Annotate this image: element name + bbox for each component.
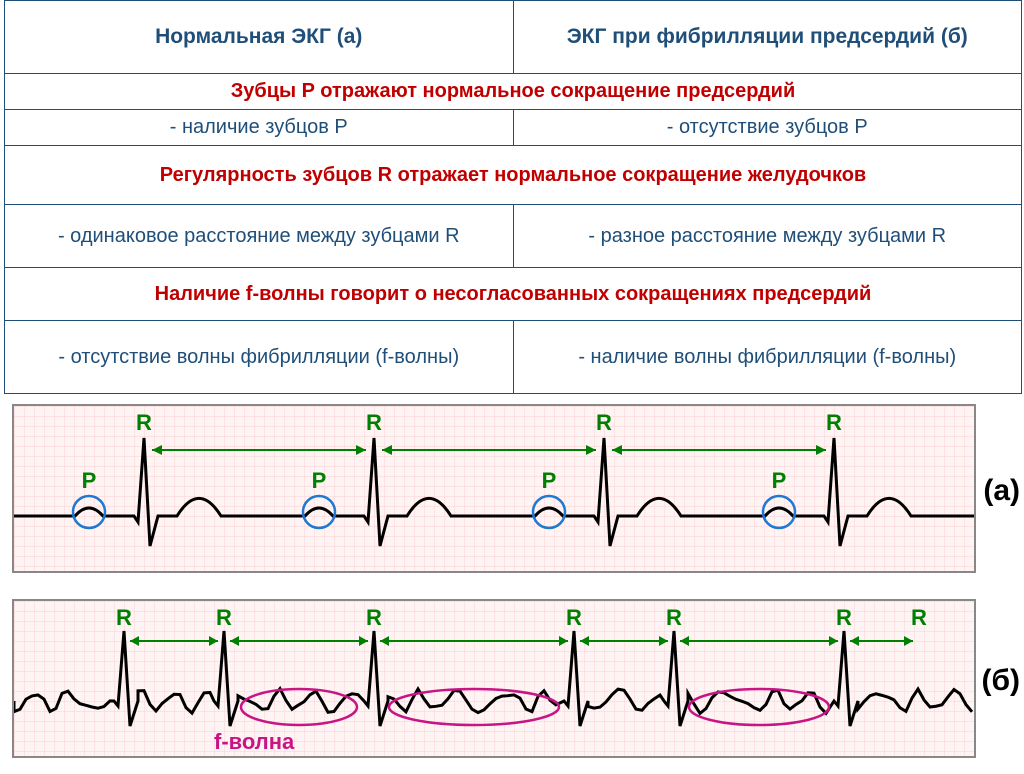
ecg-trace-a: R P R P R P R P xyxy=(14,406,974,571)
svg-text:R: R xyxy=(136,410,152,435)
label-a: (а) xyxy=(983,474,1020,508)
svg-text:R: R xyxy=(116,605,132,630)
svg-text:R: R xyxy=(836,605,852,630)
svg-text:R: R xyxy=(826,410,842,435)
cell-p-absent: - отсутствие зубцов P xyxy=(513,110,1022,146)
cell-r-unequal: - разное расстояние между зубцами R xyxy=(513,205,1022,268)
subheader-f-wave: Наличие f-волны говорит о несогласованны… xyxy=(5,268,1022,321)
svg-text:R: R xyxy=(216,605,232,630)
subheader-r-regularity: Регулярность зубцов R отражает нормально… xyxy=(5,146,1022,205)
ecg-comparison-table: Нормальная ЭКГ (а) ЭКГ при фибрилляции п… xyxy=(4,0,1022,394)
cell-p-present: - наличие зубцов P xyxy=(5,110,514,146)
subheader-p-wave: Зубцы P отражают нормальное сокращение п… xyxy=(5,74,1022,110)
svg-text:R: R xyxy=(366,410,382,435)
label-b: (б) xyxy=(981,664,1020,698)
svg-text:P: P xyxy=(542,468,557,493)
svg-text:R: R xyxy=(911,605,927,630)
cell-r-equal: - одинаковое расстояние между зубцами R xyxy=(5,205,514,268)
svg-text:R: R xyxy=(566,605,582,630)
svg-text:R: R xyxy=(666,605,682,630)
cell-f-absent: - отсутствие волны фибрилляции (f-волны) xyxy=(5,321,514,394)
ecg-diagrams: R P R P R P R P (а) R R R R R R Rf-волна (б) xyxy=(0,394,1024,774)
svg-text:P: P xyxy=(82,468,97,493)
svg-text:R: R xyxy=(596,410,612,435)
header-afib: ЭКГ при фибрилляции предсердий (б) xyxy=(513,1,1022,74)
svg-text:R: R xyxy=(366,605,382,630)
svg-text:P: P xyxy=(312,468,327,493)
header-normal: Нормальная ЭКГ (а) xyxy=(5,1,514,74)
svg-text:f-волна: f-волна xyxy=(214,729,295,754)
ecg-trace-b: R R R R R R Rf-волна xyxy=(14,601,974,756)
svg-text:P: P xyxy=(772,468,787,493)
cell-f-present: - наличие волны фибрилляции (f-волны) xyxy=(513,321,1022,394)
